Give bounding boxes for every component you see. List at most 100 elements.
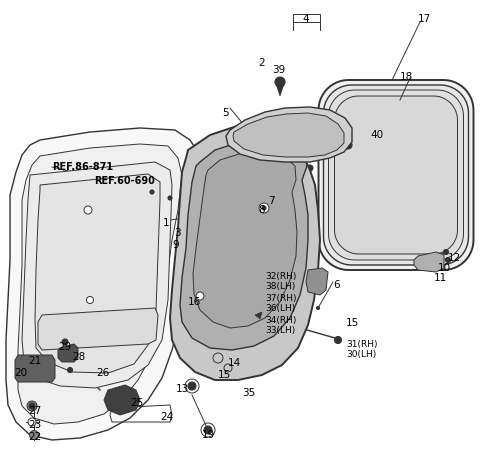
Text: 1: 1 [163,218,169,228]
Circle shape [68,367,72,373]
Circle shape [189,177,195,183]
Polygon shape [414,252,444,272]
Polygon shape [319,80,473,270]
Circle shape [316,307,320,309]
Polygon shape [255,312,262,319]
Circle shape [175,307,181,313]
Circle shape [275,77,285,87]
Text: 21: 21 [28,356,41,366]
Circle shape [196,292,204,300]
Polygon shape [180,140,308,350]
Circle shape [315,117,321,123]
Circle shape [168,196,172,200]
Circle shape [183,217,187,219]
Circle shape [444,249,448,255]
Circle shape [249,351,255,357]
Text: 14: 14 [228,358,241,368]
Text: 18: 18 [400,72,413,82]
Circle shape [337,133,343,139]
Polygon shape [18,144,182,424]
Text: 10: 10 [438,263,451,273]
Polygon shape [276,84,284,96]
Circle shape [445,257,451,263]
Circle shape [193,241,196,243]
Text: 40: 40 [370,130,383,140]
Text: 13: 13 [176,384,189,394]
Text: 36(LH): 36(LH) [265,304,295,313]
Circle shape [254,316,262,323]
Circle shape [306,189,312,195]
Text: 2: 2 [258,58,264,68]
Circle shape [313,284,319,288]
Circle shape [28,418,36,426]
Circle shape [329,124,335,130]
Circle shape [307,253,313,259]
Circle shape [199,294,202,298]
Polygon shape [38,308,158,350]
Circle shape [227,366,229,370]
Circle shape [181,242,187,248]
Text: 7: 7 [268,196,275,206]
Circle shape [182,331,188,337]
Polygon shape [324,85,468,265]
Circle shape [289,312,295,318]
Polygon shape [306,268,328,295]
Text: 15: 15 [346,318,359,328]
Circle shape [309,222,315,228]
Text: 37(RH): 37(RH) [265,294,297,303]
Circle shape [29,403,35,409]
Polygon shape [6,128,202,440]
Polygon shape [170,120,320,380]
Text: 39: 39 [272,65,285,75]
Polygon shape [35,174,160,373]
Circle shape [177,275,183,281]
Circle shape [300,115,304,119]
Circle shape [150,190,154,194]
Polygon shape [233,113,344,157]
Circle shape [225,354,231,360]
Text: 4: 4 [302,14,309,24]
Text: 6: 6 [333,280,340,290]
Text: 3: 3 [174,228,180,238]
Polygon shape [58,344,78,362]
Polygon shape [104,385,140,415]
Circle shape [84,206,92,214]
Text: 16: 16 [188,297,201,307]
Text: 38(LH): 38(LH) [265,282,295,291]
Text: 33(LH): 33(LH) [265,326,295,335]
Text: 15: 15 [218,370,231,380]
Circle shape [262,206,266,210]
Polygon shape [22,162,172,388]
Text: REF.60-690: REF.60-690 [94,176,155,186]
Text: 35: 35 [242,388,255,398]
Text: 9: 9 [172,240,179,250]
Circle shape [259,203,269,213]
Circle shape [247,135,253,141]
Circle shape [62,339,68,345]
Circle shape [236,133,240,139]
Polygon shape [193,152,297,328]
Polygon shape [335,96,457,254]
Circle shape [27,401,37,411]
Text: 27: 27 [28,406,41,416]
Circle shape [29,431,38,439]
Circle shape [86,297,94,304]
Circle shape [335,336,341,344]
Circle shape [312,275,320,281]
Text: 28: 28 [72,352,85,362]
Polygon shape [15,355,55,382]
Text: REF.86-871: REF.86-871 [52,162,113,172]
Circle shape [329,148,335,154]
Text: 31(RH): 31(RH) [346,340,377,349]
Text: 32(RH): 32(RH) [265,272,296,281]
Circle shape [188,382,196,390]
Circle shape [315,153,321,158]
Polygon shape [226,107,352,162]
Circle shape [191,227,193,229]
Circle shape [201,347,207,353]
Text: 26: 26 [96,368,109,378]
Circle shape [219,142,225,148]
Circle shape [275,135,281,141]
Text: 23: 23 [28,420,41,430]
Text: 29: 29 [58,342,71,352]
